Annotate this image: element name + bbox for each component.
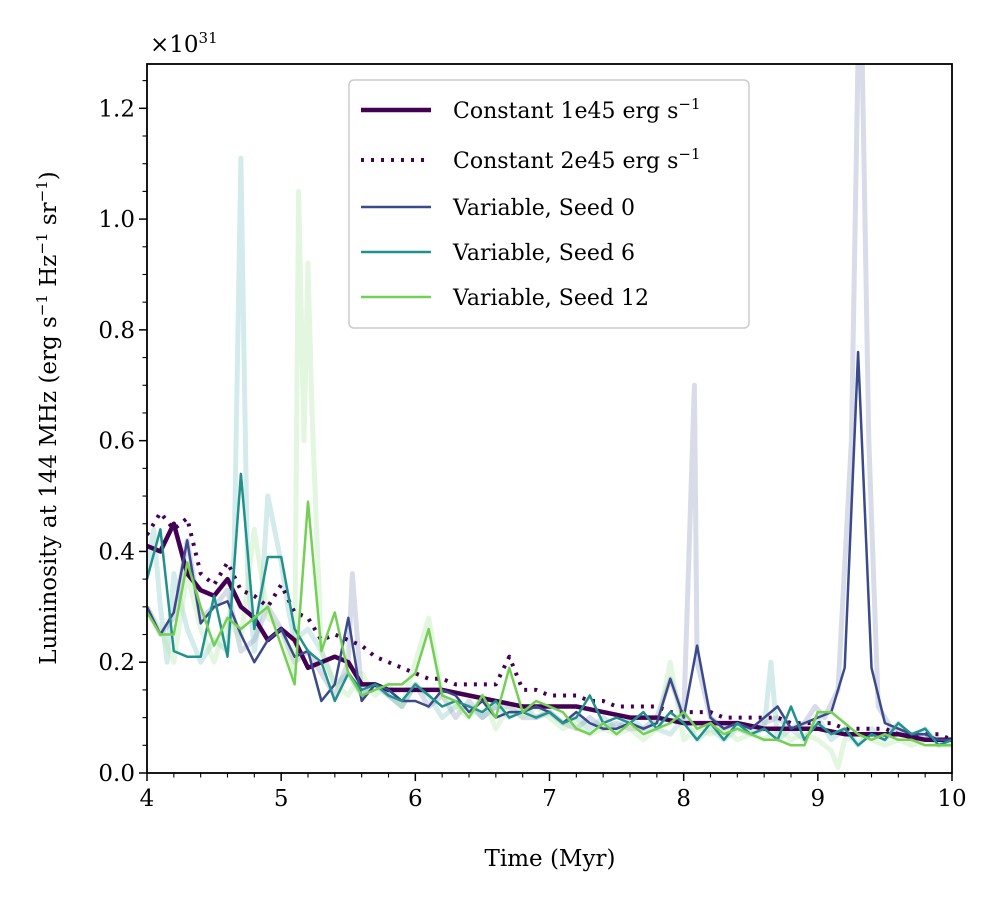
series-line-seed12 [147,500,952,747]
x-tick-label: 4 [140,786,155,812]
y-tick-label: 0.4 [98,539,135,565]
x-tick-label: 7 [542,786,557,812]
y-tick-label: 0.2 [98,650,135,676]
x-tick-label: 9 [811,786,826,812]
legend: Constant 1e45 erg s−1 Constant 2e45 erg … [348,79,750,329]
legend-box [348,79,750,329]
series-line-seed6_raw [147,155,952,748]
legend-label-seed12: Variable, Seed 12 [452,286,649,311]
series-layer [147,64,952,770]
y-tick-label: 0.6 [98,429,135,455]
legend-label-seed0: Variable, Seed 0 [452,196,635,221]
ticks-layer: 4 5 6 7 8 9 10 0.0 0.2 0.4 0.6 0.8 1.0 1.2 [98,80,967,812]
series-line-seed6 [147,472,952,747]
x-tick-label: 10 [937,786,966,812]
legend-label-const2: Constant 2e45 erg s−1 [453,145,701,174]
y-axis-label: Luminosity at 144 MHz (erg s−1 Hz−1 sr−1… [33,171,62,665]
x-axis-label: Time (Myr) [485,846,616,872]
y-tick-label: 1.0 [98,207,135,233]
y-tick-label: 1.2 [98,96,135,122]
series-line-seed0_raw [147,64,952,743]
x-tick-label: 8 [676,786,691,812]
legend-label-const1: Constant 1e45 erg s−1 [453,95,701,124]
y-tick-label: 0.0 [98,761,135,787]
y-tick-label: 0.8 [98,318,135,344]
x-tick-label: 5 [274,786,289,812]
legend-label-seed6: Variable, Seed 6 [452,241,635,266]
offset-text: ×1031 [150,29,218,58]
series-line-const1 [147,521,952,743]
x-tick-label: 6 [408,786,423,812]
